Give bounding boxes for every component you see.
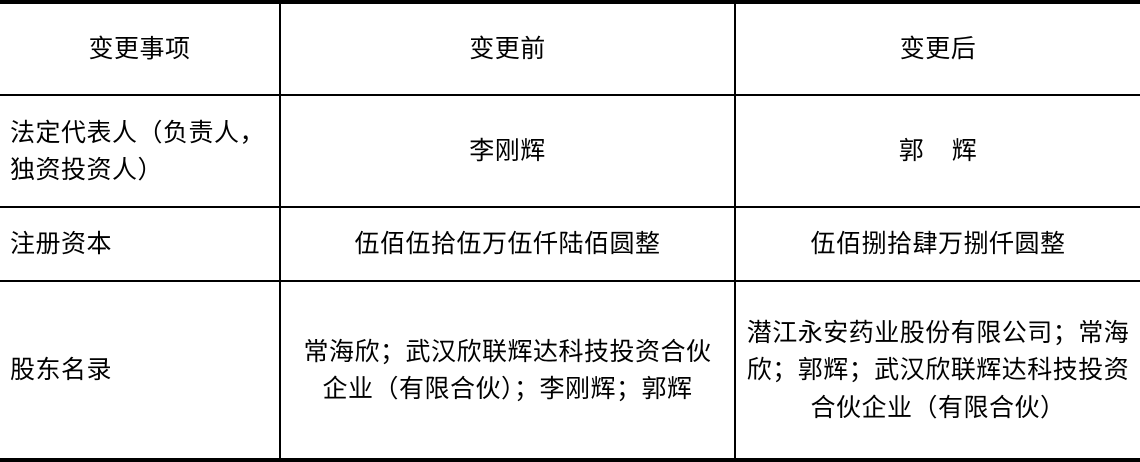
cell-registered-capital-after: 伍佰捌拾肆万捌仟圆整 (735, 207, 1140, 282)
cell-registered-capital-before: 伍佰伍拾伍万伍仟陆佰圆整 (280, 207, 736, 282)
table-body: 法定代表人（负责人，独资投资人） 李刚辉 郭辉 注册资本 伍佰伍拾伍万伍仟陆佰圆… (0, 95, 1140, 460)
column-header-after-change: 变更后 (735, 2, 1140, 96)
cell-legal-representative-after-surname: 郭 (898, 136, 925, 166)
cell-shareholder-list-after: 潜江永安药业股份有限公司；常海欣；郭辉；武汉欣联辉达科技投资合伙企业（有限合伙） (746, 317, 1130, 422)
row-label-registered-capital: 注册资本 (0, 207, 281, 282)
cell-legal-representative-after-givenname: 辉 (951, 136, 978, 166)
table-header-row: 变更事项 变更前 变更后 (0, 2, 1140, 96)
table-header: 变更事项 变更前 变更后 (0, 2, 1140, 96)
table-row: 注册资本 伍佰伍拾伍万伍仟陆佰圆整 伍佰捌拾肆万捌仟圆整 (0, 207, 1140, 282)
row-label-shareholder-list: 股东名录 (0, 281, 281, 460)
table-row: 法定代表人（负责人，独资投资人） 李刚辉 郭辉 (0, 95, 1140, 208)
cell-shareholder-list-before: 常海欣；武汉欣联辉达科技投资合伙企业（有限合伙）；李刚辉；郭辉 (280, 281, 736, 460)
column-header-change-item: 变更事项 (0, 2, 281, 96)
cell-legal-representative-before: 李刚辉 (280, 95, 736, 208)
table-row: 股东名录 常海欣；武汉欣联辉达科技投资合伙企业（有限合伙）；李刚辉；郭辉 潜江永… (0, 281, 1140, 460)
cell-legal-representative-after: 郭辉 (735, 95, 1140, 208)
column-header-before-change: 变更前 (280, 2, 736, 96)
row-label-legal-representative: 法定代表人（负责人，独资投资人） (0, 95, 281, 208)
